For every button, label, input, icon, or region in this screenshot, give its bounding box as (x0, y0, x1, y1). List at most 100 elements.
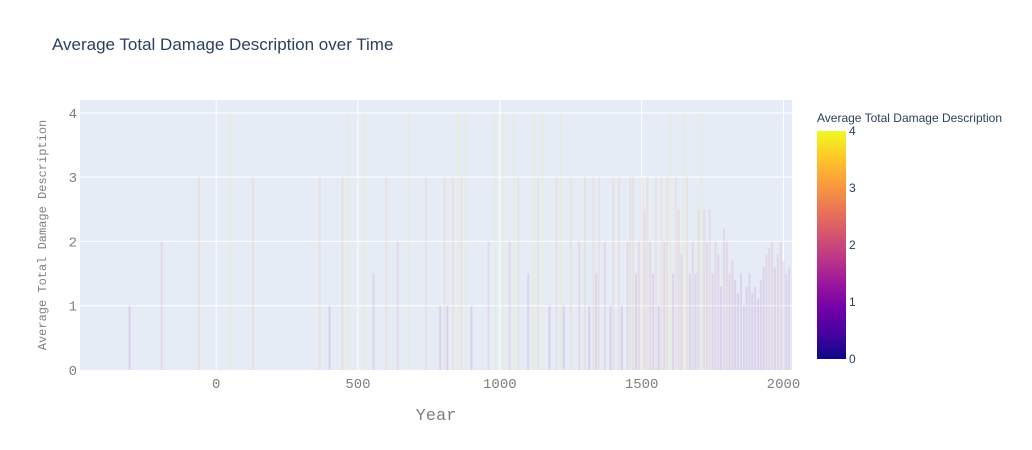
colorbar-tick-label: 4 (849, 124, 856, 138)
bar (396, 241, 399, 370)
bar (703, 209, 706, 370)
bar (643, 209, 646, 370)
bar (756, 299, 759, 370)
colorbar-title: Average Total Damage Description (817, 111, 1002, 125)
colorbar-tick-label: 1 (849, 295, 856, 309)
bar (532, 112, 535, 370)
bar (748, 273, 751, 370)
bar (541, 112, 544, 370)
bar (501, 112, 504, 370)
y-tick-label: 2 (69, 235, 77, 251)
bar (603, 241, 606, 370)
bar (517, 177, 520, 370)
bar (372, 273, 375, 370)
y-tick-labels: 0 1 2 3 4 (69, 107, 77, 380)
bar (759, 280, 762, 370)
bar (425, 177, 428, 370)
bar (318, 177, 321, 370)
bar (728, 273, 731, 370)
bar (694, 273, 697, 370)
bar (559, 112, 562, 370)
bar (779, 241, 782, 370)
bar (598, 177, 601, 370)
bar (768, 247, 771, 370)
bar (385, 177, 388, 370)
bar (657, 305, 660, 370)
bar (705, 241, 708, 370)
chart-title: Average Total Damage Description over Ti… (52, 35, 393, 54)
bar (464, 112, 467, 370)
bar (745, 286, 748, 370)
bar (711, 273, 714, 370)
y-tick-label: 1 (69, 300, 77, 316)
bar (646, 177, 649, 370)
bar (737, 292, 740, 370)
bar (609, 305, 612, 370)
bar (198, 177, 201, 370)
bar (725, 241, 728, 370)
bar (717, 254, 720, 370)
bar (785, 273, 788, 370)
colorbar-tick-label: 3 (849, 181, 856, 195)
bar (700, 112, 703, 370)
bar (765, 254, 768, 370)
y-tick-label: 0 (69, 364, 77, 380)
bars (128, 112, 791, 370)
bar (617, 177, 620, 370)
gridlines (80, 100, 792, 370)
bar (537, 177, 540, 370)
bar (548, 305, 551, 370)
bar (341, 177, 344, 370)
bar (452, 177, 455, 370)
bar (720, 286, 723, 370)
bar (228, 112, 231, 370)
bar (782, 260, 785, 370)
bar (408, 112, 411, 370)
bar (513, 112, 516, 370)
bar (742, 305, 745, 370)
bar (252, 177, 255, 370)
bar (734, 280, 737, 370)
bar (470, 305, 473, 370)
bar (612, 177, 615, 370)
bar (754, 286, 757, 370)
bar (443, 177, 446, 370)
bar (632, 177, 635, 370)
bar (776, 254, 779, 370)
x-tick-label: 500 (345, 377, 370, 393)
bar (683, 112, 686, 370)
bar (640, 177, 643, 370)
bar (629, 177, 632, 370)
bar (328, 305, 331, 370)
y-axis-title: Average Total Damage Description (36, 120, 50, 350)
bar (160, 241, 163, 370)
bar (771, 241, 774, 370)
bar (439, 305, 442, 370)
bar (620, 305, 623, 370)
bar (739, 273, 742, 370)
bar (569, 177, 572, 370)
x-axis-title: Year (416, 407, 457, 426)
y-tick-label: 3 (69, 171, 77, 187)
x-tick-labels: 0 500 1000 1500 2000 (212, 377, 800, 393)
x-tick-label: 0 (212, 377, 220, 393)
bar (722, 228, 725, 370)
bar (708, 209, 711, 370)
colorbar-tick-label: 2 (849, 238, 856, 252)
x-tick-label: 2000 (767, 377, 801, 393)
bar (674, 177, 677, 370)
bar (649, 241, 652, 370)
bar (578, 241, 581, 370)
bar (595, 273, 598, 370)
bar (494, 112, 497, 370)
bar (460, 177, 463, 370)
bar (677, 209, 680, 370)
bar (663, 241, 666, 370)
bar (487, 241, 490, 370)
bar (634, 273, 637, 370)
bar (637, 241, 640, 370)
plot-area (80, 100, 792, 370)
x-tick-label: 1500 (625, 377, 659, 393)
bar (788, 267, 791, 370)
bar (555, 177, 558, 370)
